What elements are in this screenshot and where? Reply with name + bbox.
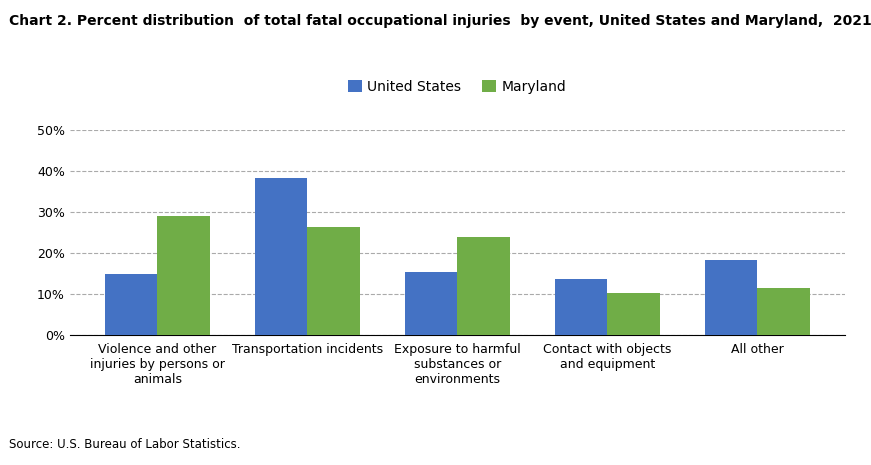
Bar [555,279,607,335]
Text: Source: U.S. Bureau of Labor Statistics.: Source: U.S. Bureau of Labor Statistics. [9,438,240,451]
Legend: United States, Maryland: United States, Maryland [348,80,566,94]
Bar [457,237,510,335]
Bar [405,272,457,335]
Bar [757,288,810,335]
Bar [607,293,659,335]
Bar [705,260,757,335]
Bar [105,274,158,335]
Bar [307,227,360,335]
Bar [158,216,210,335]
Bar [255,178,307,335]
Text: Chart 2. Percent distribution  of total fatal occupational injuries  by event, U: Chart 2. Percent distribution of total f… [9,14,871,28]
